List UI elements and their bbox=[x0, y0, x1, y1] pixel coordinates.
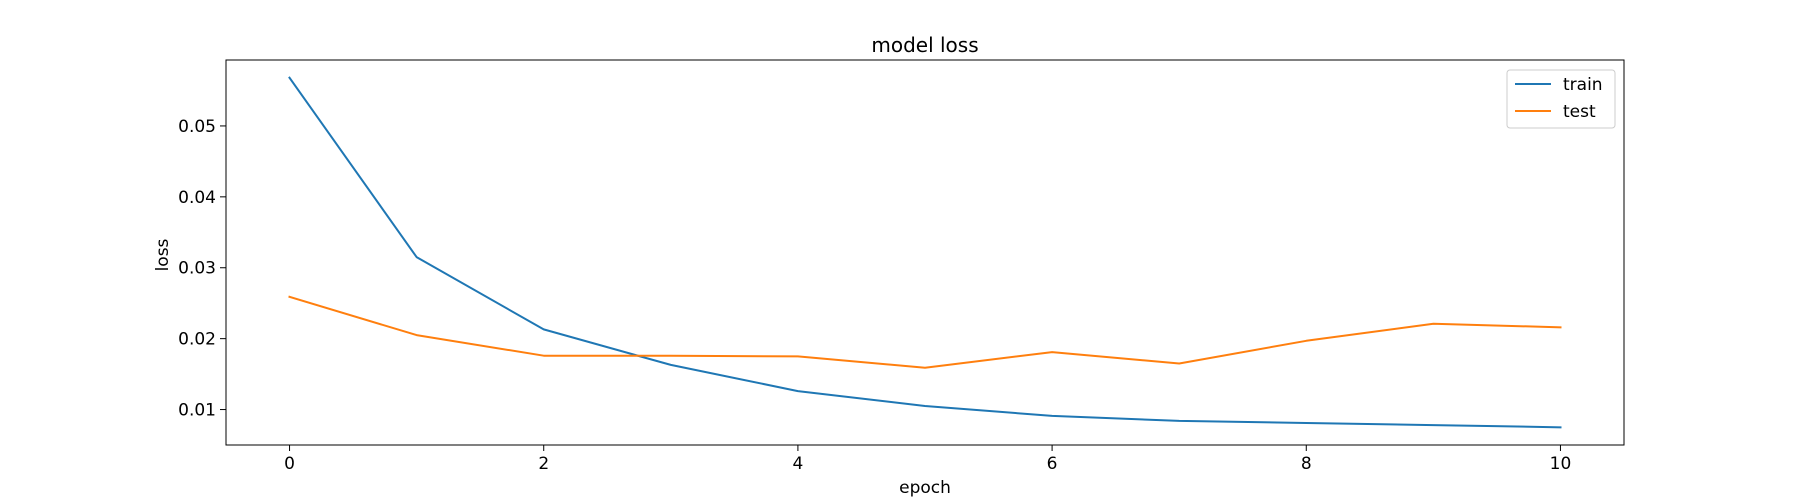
x-axis-label: epoch bbox=[899, 478, 951, 498]
x-tick-label: 2 bbox=[538, 454, 549, 474]
legend-label-test: test bbox=[1563, 102, 1596, 122]
x-tick-label: 6 bbox=[1047, 454, 1058, 474]
y-tick-label: 0.03 bbox=[178, 259, 216, 279]
series-line-train bbox=[288, 76, 1562, 429]
y-axis-ticks: 0.01 0.02 0.03 0.04 0.05 bbox=[178, 117, 226, 421]
plot-area bbox=[226, 60, 1624, 445]
chart-title: model loss bbox=[871, 33, 978, 57]
y-tick-label: 0.01 bbox=[178, 401, 216, 421]
legend-label-train: train bbox=[1563, 75, 1603, 95]
x-tick-label: 10 bbox=[1550, 454, 1572, 474]
series-layer bbox=[288, 76, 1562, 429]
y-tick-label: 0.02 bbox=[178, 330, 216, 350]
series-line-test bbox=[288, 295, 1562, 369]
plot-frame bbox=[225, 59, 1625, 446]
y-tick-label: 0.05 bbox=[178, 117, 216, 137]
x-tick-label: 0 bbox=[284, 454, 295, 474]
x-tick-label: 8 bbox=[1301, 454, 1312, 474]
y-axis-label: loss bbox=[153, 238, 173, 271]
x-tick-label: 4 bbox=[792, 454, 803, 474]
y-tick-label: 0.04 bbox=[178, 188, 216, 208]
legend: train test bbox=[1506, 69, 1616, 129]
x-axis-ticks: 0 2 4 6 8 10 bbox=[284, 445, 1571, 474]
